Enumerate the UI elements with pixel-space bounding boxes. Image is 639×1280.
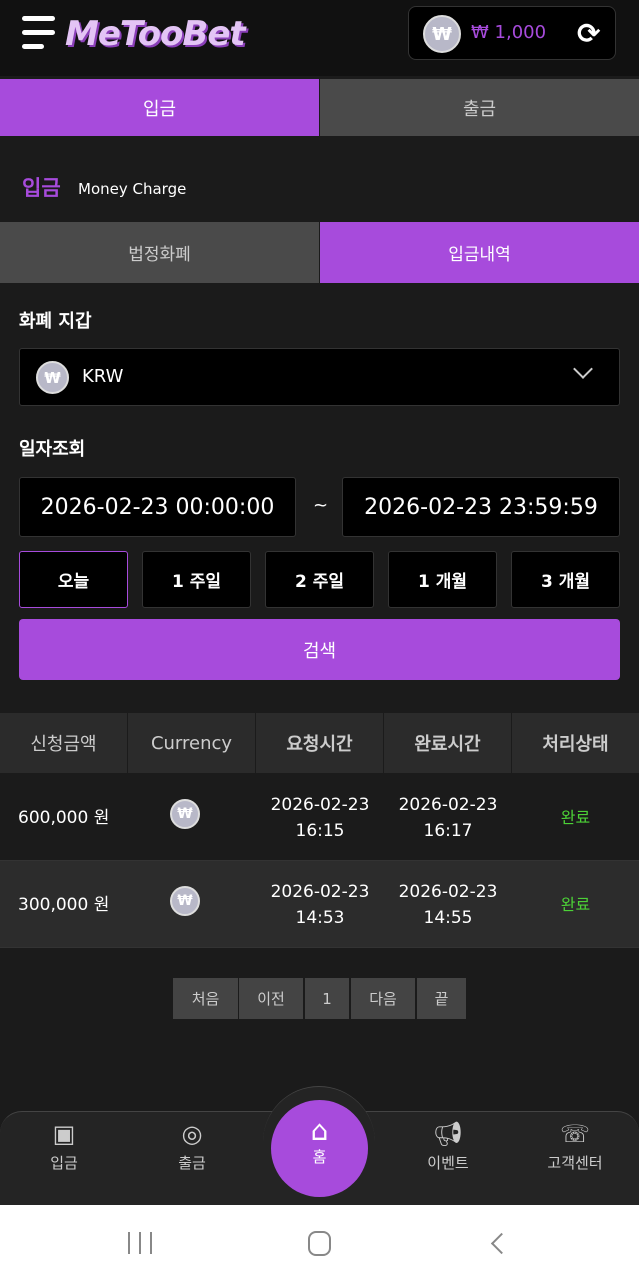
home-system-icon[interactable] (308, 1231, 331, 1256)
nav-label: 홈 (312, 1148, 327, 1166)
page-prev-button[interactable]: 이전 (239, 978, 303, 1019)
tab-deposit-history[interactable]: 입금내역 (320, 222, 639, 283)
date-search-label: 일자조회 (19, 439, 86, 460)
system-nav-bar (0, 1205, 639, 1280)
chevron-down-icon (573, 359, 593, 379)
won-coin-icon: ₩ (36, 361, 69, 394)
nav-label: 고객센터 (547, 1154, 603, 1172)
col-currency: Currency (128, 713, 256, 773)
nav-home[interactable]: ⌂ 홈 (271, 1100, 368, 1197)
period-today-button[interactable]: 오늘 (19, 551, 128, 608)
recent-apps-icon[interactable] (128, 1232, 152, 1254)
date-from-input[interactable]: 2026-02-23 00:00:00 (19, 477, 296, 537)
col-amount: 신청금액 (0, 713, 128, 773)
nav-label: 출금 (178, 1154, 206, 1172)
request-time: 2026-02-23 16:15 (256, 774, 384, 861)
nav-support[interactable]: ☏ 고객센터 (525, 1120, 625, 1173)
currency-cell: ₩ (128, 774, 242, 861)
amount: 600,000 원 (18, 807, 110, 828)
nav-label: 이벤트 (427, 1154, 469, 1172)
tab-deposit[interactable]: 입금 (0, 79, 319, 136)
tab-fiat[interactable]: 법정화폐 (0, 222, 319, 283)
col-complete-time: 완료시간 (384, 713, 512, 773)
complete-clock: 16:17 (423, 820, 473, 841)
request-clock: 16:15 (295, 820, 345, 841)
request-clock: 14:53 (295, 907, 345, 928)
period-3month-button[interactable]: 3 개월 (511, 551, 620, 608)
logo[interactable]: MeTooBet (65, 14, 246, 54)
nav-event[interactable]: 📢︎ 이벤트 (398, 1120, 498, 1173)
home-icon: ⌂ (310, 1114, 329, 1147)
balance-amount: ₩ 1,000 (471, 22, 547, 43)
section-subtitle: Money Charge (78, 180, 187, 198)
nav-label: 입금 (50, 1154, 78, 1172)
section-title: 입금 (22, 176, 61, 200)
back-icon[interactable] (490, 1232, 513, 1255)
table-row: 300,000 원 ₩ 2026-02-23 14:53 2026-02-23 14… (0, 861, 639, 948)
complete-time: 2026-02-23 14:55 (384, 861, 512, 948)
request-date: 2026-02-23 (270, 794, 370, 815)
page-last-button[interactable]: 끝 (417, 978, 466, 1019)
status-badge: 완료 (560, 894, 591, 914)
complete-date: 2026-02-23 (398, 881, 498, 902)
won-coin-icon: ₩ (170, 798, 200, 829)
won-coin-icon: ₩ (423, 15, 461, 53)
support-24-icon: ☏ (559, 1120, 590, 1148)
nav-withdraw[interactable]: ◎ 출금 (142, 1120, 242, 1173)
wallet-deposit-icon: ▣ (52, 1120, 76, 1148)
request-date: 2026-02-23 (270, 881, 370, 902)
period-2week-button[interactable]: 2 주일 (265, 551, 374, 608)
date-to-input[interactable]: 2026-02-23 23:59:59 (342, 477, 620, 537)
complete-time: 2026-02-23 16:17 (384, 774, 512, 861)
amount: 300,000 원 (18, 894, 110, 915)
complete-date: 2026-02-23 (398, 794, 498, 815)
megaphone-icon: 📢︎ (432, 1120, 464, 1148)
page-1-button[interactable]: 1 (305, 978, 349, 1019)
period-1month-button[interactable]: 1 개월 (388, 551, 497, 608)
menu-icon[interactable] (0, 0, 60, 76)
page-first-button[interactable]: 처음 (173, 978, 238, 1019)
wallet-label: 화폐 지갑 (19, 311, 92, 332)
page-next-button[interactable]: 다음 (351, 978, 415, 1019)
status-badge: 완료 (560, 807, 591, 827)
wallet-select[interactable]: ₩ KRW (19, 348, 620, 406)
tab-withdraw[interactable]: 출금 (320, 79, 639, 136)
coin-hand-icon: ◎ (181, 1120, 203, 1148)
table-row: 600,000 원 ₩ 2026-02-23 16:15 2026-02-23 16… (0, 774, 639, 861)
won-coin-icon: ₩ (170, 885, 200, 916)
search-button[interactable]: 검색 (19, 619, 620, 680)
nav-deposit[interactable]: ▣ 입금 (14, 1120, 114, 1173)
wallet-value: KRW (82, 366, 124, 387)
currency-cell: ₩ (128, 861, 242, 948)
balance-box: ₩ ₩ 1,000 ⟳ (408, 6, 616, 60)
refresh-icon[interactable]: ⟳ (577, 17, 601, 50)
col-request-time: 요청시간 (256, 713, 384, 773)
date-separator: ~ (313, 495, 329, 516)
complete-clock: 14:55 (423, 907, 473, 928)
header: MeTooBet ₩ ₩ 1,000 ⟳ (0, 0, 639, 76)
request-time: 2026-02-23 14:53 (256, 861, 384, 948)
period-1week-button[interactable]: 1 주일 (142, 551, 251, 608)
col-status: 처리상태 (512, 713, 639, 773)
